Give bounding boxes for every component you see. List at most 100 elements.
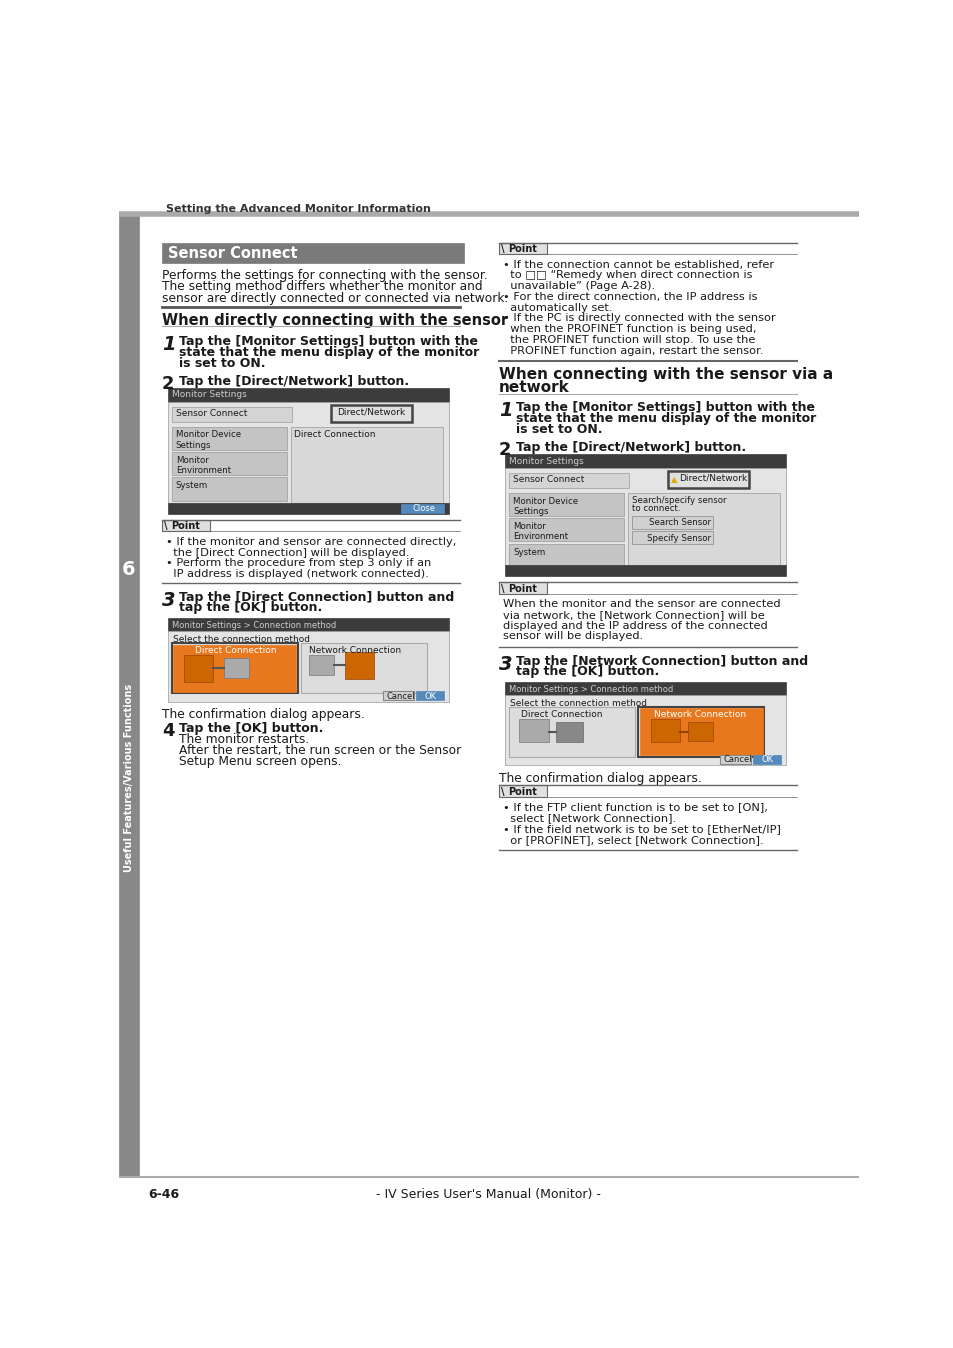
Text: Monitor: Monitor	[513, 522, 545, 531]
Text: 1: 1	[162, 336, 175, 355]
Text: Tap the [Direct/Network] button.: Tap the [Direct/Network] button.	[179, 375, 409, 388]
Text: tap the [OK] button.: tap the [OK] button.	[179, 601, 322, 615]
Text: \: \	[164, 522, 171, 531]
Bar	[172, 426, 286, 450]
Text: Direct Connection: Direct Connection	[195, 646, 276, 655]
Text: Monitor Settings: Monitor Settings	[172, 391, 247, 399]
Bar	[168, 619, 448, 631]
Text: Cancel: Cancel	[723, 755, 752, 764]
Bar	[173, 644, 295, 692]
Text: state that the menu display of the monitor: state that the menu display of the monit…	[179, 346, 478, 359]
Text: ▲: ▲	[670, 476, 677, 484]
Text: Monitor Device: Monitor Device	[513, 496, 578, 506]
Bar	[509, 543, 623, 566]
Text: Cancel: Cancel	[386, 692, 415, 701]
Bar	[172, 452, 286, 474]
Text: or [PROFINET], select [Network Connection].: or [PROFINET], select [Network Connectio…	[502, 834, 762, 845]
Text: • For the direct connection, the IP address is: • For the direct connection, the IP addr…	[502, 293, 757, 302]
Text: 2: 2	[498, 441, 511, 460]
Text: Search/specify sensor: Search/specify sensor	[631, 496, 725, 506]
Text: Tap the [OK] button.: Tap the [OK] button.	[179, 721, 323, 735]
Bar	[631, 531, 712, 545]
Text: to connect.: to connect.	[631, 504, 679, 514]
Bar	[505, 454, 785, 468]
Text: Select the connection method: Select the connection method	[172, 635, 310, 644]
Bar	[627, 493, 780, 565]
Bar	[344, 652, 374, 679]
Bar	[509, 493, 623, 516]
Text: Sensor Connect: Sensor Connect	[513, 474, 583, 484]
Text: 1: 1	[498, 402, 512, 421]
Text: Direct Connection: Direct Connection	[520, 710, 601, 718]
Bar	[650, 720, 679, 743]
Text: When the monitor and the sensor are connected: When the monitor and the sensor are conn…	[502, 599, 780, 609]
Text: The confirmation dialog appears.: The confirmation dialog appears.	[162, 708, 364, 721]
Text: sensor are directly connected or connected via network.: sensor are directly connected or connect…	[162, 293, 508, 305]
Text: 3: 3	[498, 655, 512, 674]
Text: Useful Features/Various Functions: Useful Features/Various Functions	[124, 683, 133, 872]
Text: sensor will be displayed.: sensor will be displayed.	[502, 631, 642, 642]
Bar	[172, 407, 292, 422]
Text: • If the monitor and sensor are connected directly,: • If the monitor and sensor are connecte…	[166, 537, 456, 547]
Text: Specify Sensor: Specify Sensor	[646, 534, 710, 543]
Text: Sensor Connect: Sensor Connect	[175, 408, 247, 418]
Text: to □□ “Remedy when direct connection is: to □□ “Remedy when direct connection is	[502, 271, 752, 280]
Bar	[498, 243, 546, 255]
Text: The setting method differs whether the monitor and: The setting method differs whether the m…	[162, 280, 482, 294]
Text: Point: Point	[508, 244, 537, 255]
Text: via network, the [Network Connection] will be: via network, the [Network Connection] wi…	[502, 609, 763, 620]
Bar	[416, 690, 443, 700]
Text: Monitor: Monitor	[175, 456, 209, 465]
Text: Settings: Settings	[513, 507, 548, 516]
Bar	[183, 655, 213, 682]
Text: When connecting with the sensor via a: When connecting with the sensor via a	[498, 368, 832, 383]
Text: unavailable” (Page A-28).: unavailable” (Page A-28).	[502, 282, 655, 291]
Bar	[168, 388, 448, 402]
Text: 6-46: 6-46	[149, 1188, 179, 1201]
Bar	[518, 720, 548, 743]
Bar	[505, 682, 785, 696]
Text: Select the connection method: Select the connection method	[509, 700, 646, 708]
Text: Network Connection: Network Connection	[309, 646, 401, 655]
Text: is set to ON.: is set to ON.	[179, 357, 265, 369]
Bar	[162, 243, 464, 263]
Text: When directly connecting with the sensor: When directly connecting with the sensor	[162, 313, 507, 328]
Bar	[168, 631, 448, 701]
Text: System: System	[513, 547, 544, 557]
Text: Point: Point	[171, 522, 200, 531]
Text: automatically set.: automatically set.	[502, 303, 612, 313]
Text: Point: Point	[508, 584, 537, 593]
Text: • Perform the procedure from step 3 only if an: • Perform the procedure from step 3 only…	[166, 558, 431, 569]
Text: Search Sensor: Search Sensor	[648, 518, 710, 527]
Text: state that the menu display of the monitor: state that the menu display of the monit…	[516, 412, 816, 425]
Text: when the PROFINET function is being used,: when the PROFINET function is being used…	[502, 325, 756, 334]
Bar	[172, 477, 286, 500]
Text: Settings: Settings	[175, 441, 212, 449]
Bar	[631, 516, 712, 528]
Text: Network Connection: Network Connection	[654, 710, 745, 718]
Text: Point: Point	[508, 787, 537, 797]
Text: Monitor Device: Monitor Device	[175, 430, 241, 439]
Bar	[119, 214, 138, 1177]
Text: Tap the [Network Connection] button and: Tap the [Network Connection] button and	[516, 655, 807, 667]
Bar	[498, 786, 546, 797]
Bar	[509, 706, 634, 758]
Text: \: \	[500, 584, 508, 593]
Bar	[382, 690, 414, 700]
Text: \: \	[500, 244, 508, 255]
Text: Monitor Settings: Monitor Settings	[509, 457, 583, 465]
Bar	[301, 643, 427, 693]
Text: Direct/Network: Direct/Network	[679, 473, 747, 483]
Bar	[172, 643, 297, 693]
Text: Tap the [Direct Connection] button and: Tap the [Direct Connection] button and	[179, 590, 454, 604]
Bar	[667, 472, 748, 488]
Text: • If the field network is to be set to [EtherNet/IP]: • If the field network is to be set to […	[502, 824, 780, 834]
Bar	[505, 696, 785, 766]
Text: Setting the Advanced Monitor Information: Setting the Advanced Monitor Information	[166, 204, 430, 214]
Text: 3: 3	[162, 590, 175, 609]
Bar	[638, 706, 763, 758]
Text: System: System	[175, 481, 208, 491]
Text: IP address is displayed (network connected).: IP address is displayed (network connect…	[166, 569, 428, 580]
Bar	[400, 504, 443, 512]
Text: Environment: Environment	[513, 532, 567, 541]
